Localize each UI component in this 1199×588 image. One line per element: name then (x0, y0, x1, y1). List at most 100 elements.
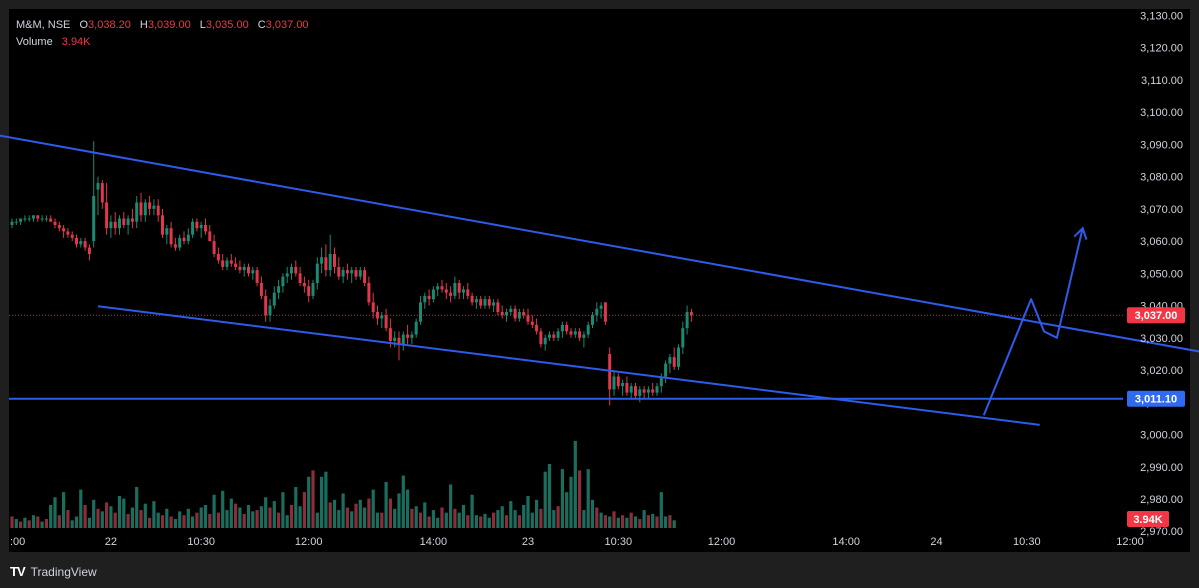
candle-body (298, 273, 302, 284)
candle-body (449, 292, 453, 296)
volume-bar (651, 513, 655, 528)
candle-body (431, 289, 435, 300)
volume-bar (397, 493, 401, 528)
volume-bar (186, 508, 190, 528)
volume-bars (10, 440, 676, 528)
candle-body (612, 376, 616, 390)
candle-body (453, 283, 457, 296)
volume-bar (10, 516, 14, 528)
volume-bar (552, 510, 556, 528)
candle-body (677, 347, 680, 367)
candle-body (423, 295, 427, 303)
candle-body (208, 231, 212, 242)
candle-body (221, 260, 225, 267)
volume-bar (259, 506, 263, 528)
candle-body (40, 218, 44, 220)
candle-body (320, 257, 324, 264)
volume-bar (345, 507, 349, 528)
candle-body (535, 324, 539, 332)
volume-bar (57, 515, 61, 528)
symbol-label[interactable]: M&M, NSE (16, 19, 71, 31)
volume-bar (285, 515, 289, 528)
candle-body (642, 389, 646, 393)
candle-body (143, 202, 147, 216)
volume-bar (337, 510, 341, 528)
time-tick: 23 (522, 536, 534, 548)
candle-body (122, 218, 126, 225)
volume-bar (289, 504, 294, 528)
candle-body (10, 221, 14, 225)
volume-badge: 3.94K (1133, 514, 1162, 526)
candle-body (277, 286, 281, 293)
candle-body (384, 315, 388, 329)
time-tick: 12:00 (708, 536, 736, 548)
candle-body (578, 331, 582, 338)
volume-bar (246, 504, 251, 528)
volume-bar (375, 512, 380, 528)
candle-body (496, 302, 500, 313)
volume-bar (169, 516, 173, 528)
price-axis[interactable]: 3,130.00 3,120.00 3,110.00 3,100.00 3,090.00… (1140, 10, 1183, 538)
candle-body (311, 283, 315, 296)
volume-bar (264, 497, 268, 528)
volume-bar (62, 492, 66, 528)
volume-bar (328, 502, 332, 528)
candle-body (487, 299, 491, 306)
candle-body (79, 241, 83, 245)
candle-body (681, 328, 685, 348)
time-tick: 14:00 (420, 536, 448, 548)
price-tick: 3,090.00 (1140, 139, 1183, 151)
candle-body (216, 253, 220, 261)
tradingview-branding[interactable]: TV TradingView (10, 564, 97, 579)
volume-bar (14, 519, 18, 528)
candle-body (406, 334, 410, 338)
candle-body (19, 218, 23, 222)
candles (10, 141, 693, 406)
volume-bar (543, 471, 547, 528)
candle-body (139, 202, 143, 216)
volume-bar (672, 520, 676, 528)
volume-bar (191, 516, 195, 528)
candle-body (251, 270, 255, 274)
volume-bar (143, 503, 147, 528)
volume-bar (277, 512, 281, 528)
volume-bar (152, 501, 156, 528)
candle-body (113, 221, 117, 229)
volume-bar (165, 508, 169, 528)
drawings[interactable] (0, 134, 1199, 426)
candle-body (173, 244, 177, 248)
candle-body (27, 218, 31, 220)
volume-bar (87, 517, 91, 528)
candle-body (126, 218, 130, 225)
time-axis[interactable]: :00 22 10:30 12:00 14:00 23 10:30 12:00 14:00 24 1… (10, 536, 1144, 548)
volume-bar (74, 516, 79, 528)
candle-body (526, 315, 530, 322)
volume-bar (633, 516, 638, 528)
candle-body (380, 315, 384, 319)
price-axis-background (1123, 9, 1190, 528)
volume-bar (302, 492, 306, 528)
volume-bar (646, 515, 650, 528)
volume-bar (341, 493, 345, 528)
volume-bar (294, 487, 298, 528)
candle-body (513, 308, 517, 319)
volume-bar (66, 510, 70, 528)
candle-body (367, 283, 371, 303)
volume-bar (530, 512, 534, 528)
arrow-head-icon (1073, 226, 1088, 240)
candle-body (466, 289, 470, 296)
candle-body (470, 295, 474, 303)
price-tick: 3,070.00 (1140, 204, 1183, 216)
high-value: 3,039.00 (147, 19, 191, 31)
volume-bar (281, 492, 285, 528)
volume-bar (427, 516, 431, 528)
candle-body (573, 331, 577, 335)
time-tick: 22 (105, 536, 117, 548)
candle-body (212, 241, 216, 254)
close-key: C (257, 19, 266, 31)
volume-bar (320, 476, 324, 528)
volume-label[interactable]: Volume (16, 36, 53, 48)
candle-body (505, 312, 508, 316)
time-tick: 12:00 (1116, 536, 1144, 548)
